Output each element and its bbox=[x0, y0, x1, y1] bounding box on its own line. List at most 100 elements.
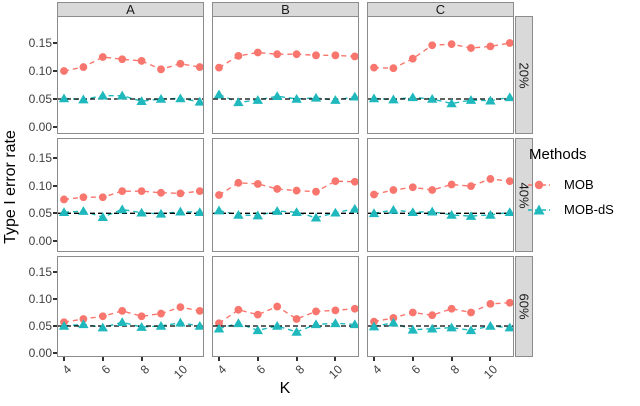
facet-strip-row-20pct: 20% bbox=[515, 16, 533, 134]
facet-strip-row-40pct: 40% bbox=[515, 138, 533, 252]
mob-ds-data-point bbox=[97, 90, 108, 100]
mob-data-point bbox=[467, 44, 475, 52]
mob-data-point bbox=[215, 63, 223, 72]
mob-data-point bbox=[60, 67, 68, 75]
legend-label-mob-ds: MOB-dS bbox=[564, 202, 614, 217]
mob-data-point bbox=[157, 188, 165, 197]
mob-data-point bbox=[176, 189, 185, 198]
mob-data-point bbox=[467, 182, 475, 191]
legend: Methods MOB MOB-dS bbox=[527, 146, 614, 222]
mob-series-line bbox=[218, 305, 355, 324]
y-tick-label: 0.10 bbox=[28, 292, 52, 306]
mob-ds-data-point bbox=[136, 322, 147, 331]
facet-panel-C-20% bbox=[367, 16, 514, 134]
facet-strip-label: A bbox=[126, 2, 135, 17]
mob-data-point bbox=[350, 52, 358, 61]
mob-ds-data-point bbox=[368, 321, 380, 331]
mob-ds-data-point bbox=[330, 207, 341, 217]
x-axis-tick bbox=[489, 357, 492, 361]
mob-ds-data-point bbox=[330, 318, 341, 328]
mob-data-point bbox=[447, 40, 456, 49]
mob-data-point bbox=[157, 65, 165, 74]
mob-ds-data-point bbox=[465, 211, 477, 220]
facet-panel-A-20% bbox=[57, 16, 204, 134]
x-axis-tick bbox=[101, 357, 104, 361]
legend-entry-mob-ds: MOB-dS bbox=[527, 197, 614, 222]
mob-data-point bbox=[195, 306, 203, 315]
mob-ds-data-point bbox=[58, 207, 70, 216]
mob-data-point bbox=[234, 305, 243, 314]
facet-panel-A-60% bbox=[57, 256, 204, 357]
mob-ds-data-point bbox=[58, 321, 70, 330]
facet-panel-B-60% bbox=[212, 256, 359, 357]
y-tick-label: 0.05 bbox=[28, 319, 52, 333]
mob-data-point bbox=[98, 53, 107, 61]
mob-ds-data-point bbox=[194, 207, 203, 216]
mob-ds-data-point bbox=[97, 322, 108, 332]
mob-data-point bbox=[273, 185, 282, 193]
mob-data-point bbox=[98, 312, 107, 321]
facet-panel-B-40% bbox=[212, 138, 359, 252]
mob-data-point bbox=[292, 315, 301, 323]
mob-data-point bbox=[447, 180, 456, 189]
mob-data-point bbox=[273, 302, 282, 311]
mob-data-point bbox=[118, 306, 127, 315]
mob-data-point bbox=[137, 312, 146, 321]
mob-data-point bbox=[370, 190, 378, 199]
facet-panel-B-20% bbox=[212, 16, 359, 134]
mob-data-point bbox=[215, 319, 223, 328]
mob-ds-data-point bbox=[427, 206, 438, 216]
mob-ds-data-point bbox=[136, 207, 147, 217]
mob-data-point bbox=[118, 55, 127, 64]
panel-plot bbox=[58, 303, 203, 332]
mob-data-point bbox=[447, 304, 456, 313]
mob-data-point bbox=[253, 310, 262, 319]
mob-data-point bbox=[253, 180, 262, 188]
x-axis-tick bbox=[334, 357, 337, 361]
y-axis-tick bbox=[53, 325, 57, 327]
x-axis-tick bbox=[256, 357, 259, 361]
mob-ds-data-point bbox=[388, 317, 399, 327]
panel-plot bbox=[213, 302, 358, 336]
mob-ds-data-point bbox=[213, 205, 225, 215]
mob-data-point bbox=[505, 298, 513, 307]
y-axis-tick bbox=[53, 156, 57, 159]
panel-plot bbox=[368, 298, 513, 335]
legend-label-mob: MOB bbox=[564, 177, 594, 192]
mob-ds-data-point bbox=[117, 90, 128, 100]
mob-ds-data-point bbox=[446, 98, 457, 108]
mob-ds-data-point bbox=[427, 94, 438, 103]
mob-ds-data-point bbox=[310, 319, 322, 329]
mob-ds-data-point bbox=[465, 95, 477, 104]
y-tick-label: 0.15 bbox=[28, 150, 52, 165]
facet-strip-label: C bbox=[435, 2, 446, 17]
mob-ds-data-point bbox=[213, 89, 225, 99]
mob-ds-data-point bbox=[155, 321, 167, 330]
mob-ds-data-point bbox=[388, 94, 399, 104]
mob-ds-data-point bbox=[97, 212, 108, 221]
legend-title: Methods bbox=[529, 146, 587, 163]
x-tick-label: 6 bbox=[408, 362, 423, 377]
panel-plot bbox=[368, 175, 513, 220]
mob-data-point bbox=[350, 177, 358, 186]
y-axis-tick bbox=[53, 352, 57, 354]
x-tick-label: 6 bbox=[98, 362, 113, 377]
mob-ds-data-point bbox=[330, 95, 341, 104]
y-axis-tick bbox=[53, 42, 57, 44]
x-tick-label: 8 bbox=[137, 362, 152, 377]
mob-ds-data-point bbox=[272, 321, 283, 330]
mob-data-point bbox=[428, 311, 437, 320]
facet-strip-col-a: A bbox=[57, 2, 204, 17]
mob-data-point bbox=[157, 309, 165, 318]
facet-strip-row-60pct: 60% bbox=[515, 256, 533, 357]
x-axis-tick bbox=[450, 357, 453, 361]
facet-panel-A-40% bbox=[57, 138, 204, 252]
mob-data-point bbox=[370, 63, 378, 72]
mob-ds-series-line bbox=[218, 322, 355, 333]
mob-ds-data-point bbox=[291, 207, 302, 216]
mob-ds-data-point bbox=[252, 210, 263, 220]
mob-ds-data-point bbox=[272, 206, 283, 215]
mob-data-point bbox=[79, 315, 88, 323]
mob-data-point bbox=[292, 186, 301, 195]
mob-data-point bbox=[195, 187, 203, 196]
